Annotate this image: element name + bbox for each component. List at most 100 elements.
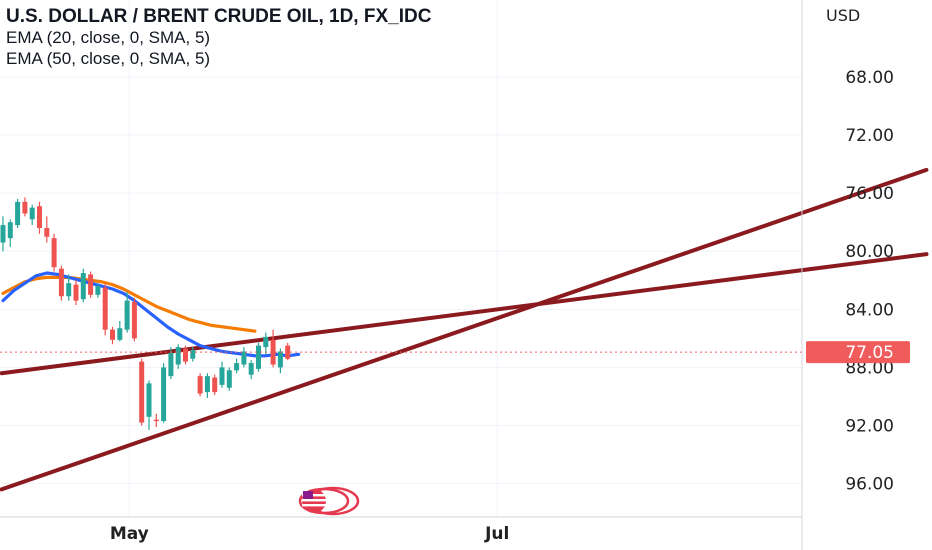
candle-up[interactable] [175, 344, 181, 369]
candle-body [29, 207, 35, 220]
candle-up[interactable] [0, 216, 6, 252]
candle-down[interactable] [153, 413, 159, 427]
candle-body [197, 376, 203, 394]
candle-down[interactable] [51, 233, 57, 272]
candle-body [175, 347, 181, 365]
candle-up[interactable] [241, 347, 247, 368]
ema20-line[interactable] [1, 271, 301, 358]
candle-body [44, 228, 50, 237]
candle-body [183, 348, 188, 362]
candle-up[interactable] [256, 342, 261, 372]
price-tick-label: 96.00 [845, 475, 894, 495]
candle-up[interactable] [234, 358, 240, 374]
candle-down[interactable] [270, 329, 276, 368]
price-tick-label: 76.00 [845, 184, 894, 204]
trendline[interactable] [0, 167, 929, 492]
candle-body [95, 286, 101, 295]
price-tick-label: 88.00 [845, 358, 894, 378]
candle-body [234, 363, 240, 371]
candle-down[interactable] [183, 345, 188, 365]
candle-body [51, 238, 57, 268]
candle-down[interactable] [22, 197, 28, 217]
candle-body [190, 349, 196, 359]
candle-down[interactable] [285, 342, 291, 361]
candle-down[interactable] [37, 201, 42, 234]
candle-body [110, 329, 115, 340]
candle-up[interactable] [124, 291, 130, 333]
candle-body [124, 300, 130, 330]
candle-body [58, 268, 64, 297]
candle-body [219, 367, 225, 385]
candle-body [248, 363, 254, 375]
candle-body [277, 351, 283, 368]
candle-up[interactable] [161, 363, 167, 423]
price-tick-label: 92.00 [845, 417, 894, 437]
candle-body [204, 376, 210, 393]
candle-up[interactable] [204, 373, 210, 398]
candle-down[interactable] [212, 374, 218, 396]
candle-down[interactable] [110, 326, 115, 345]
candle-body [226, 370, 232, 388]
candle-body [161, 367, 167, 422]
last-price-value: 77.05 [845, 343, 894, 363]
candle-body [263, 336, 269, 348]
candle-up[interactable] [29, 204, 35, 226]
candle-body [146, 383, 152, 417]
price-tick-label: 72.00 [845, 126, 894, 146]
candle-up[interactable] [146, 380, 152, 430]
us-flag-logo[interactable] [298, 486, 360, 516]
candle-down[interactable] [73, 280, 79, 305]
candle-up[interactable] [190, 347, 196, 362]
candle-up[interactable] [95, 283, 101, 298]
candle-down[interactable] [131, 297, 137, 342]
candle-down[interactable] [44, 216, 50, 243]
last-price-badge: 77.05 [806, 341, 910, 364]
candle-down[interactable] [58, 265, 64, 301]
candle-down[interactable] [102, 283, 108, 336]
candle-down[interactable] [88, 271, 94, 298]
candle-up[interactable] [66, 274, 72, 301]
candle-up[interactable] [248, 360, 254, 380]
time-tick-label: May [110, 524, 149, 544]
candle-up[interactable] [15, 198, 21, 229]
currency-label: USD [826, 6, 860, 25]
candle-body [168, 352, 174, 377]
candle-body [131, 302, 137, 339]
candle-body [117, 328, 123, 340]
candle-body [139, 361, 145, 423]
candle-body [241, 351, 247, 365]
candle-up[interactable] [219, 361, 225, 388]
ema50-legend[interactable]: EMA (50, close, 0, SMA, 5) [6, 49, 211, 68]
candle-body [256, 345, 261, 369]
symbol-title[interactable]: U.S. DOLLAR / BRENT CRUDE OIL, 1D, FX_ID… [6, 6, 432, 27]
candle-body [102, 287, 108, 330]
price-tick-label: 68.00 [845, 68, 894, 88]
candle-body [212, 377, 218, 393]
candle-down[interactable] [139, 358, 145, 426]
price-tick-label: 80.00 [845, 242, 894, 262]
candle-body [285, 345, 291, 359]
trendline[interactable] [0, 252, 929, 376]
candle-up[interactable] [263, 332, 269, 355]
ema50-line[interactable] [1, 275, 257, 333]
candle-body [0, 225, 6, 243]
candle-down[interactable] [197, 373, 203, 397]
time-tick-label: Jul [484, 524, 509, 544]
price-tick-label: 84.00 [845, 300, 894, 320]
candle-body [15, 201, 21, 226]
candle-body [270, 339, 276, 365]
ema20-legend[interactable]: EMA (20, close, 0, SMA, 5) [6, 28, 211, 47]
candle-up[interactable] [7, 219, 13, 247]
candle-body [153, 419, 159, 422]
candle-body [73, 284, 79, 301]
candle-up[interactable] [80, 268, 86, 303]
candle-body [80, 273, 86, 300]
candle-up[interactable] [226, 367, 232, 391]
candle-body [66, 283, 72, 297]
candle-body [37, 206, 42, 229]
candle-body [88, 274, 94, 295]
candle-body [22, 201, 28, 214]
candle-up[interactable] [117, 320, 123, 342]
chart-legend: U.S. DOLLAR / BRENT CRUDE OIL, 1D, FX_ID… [6, 6, 431, 69]
